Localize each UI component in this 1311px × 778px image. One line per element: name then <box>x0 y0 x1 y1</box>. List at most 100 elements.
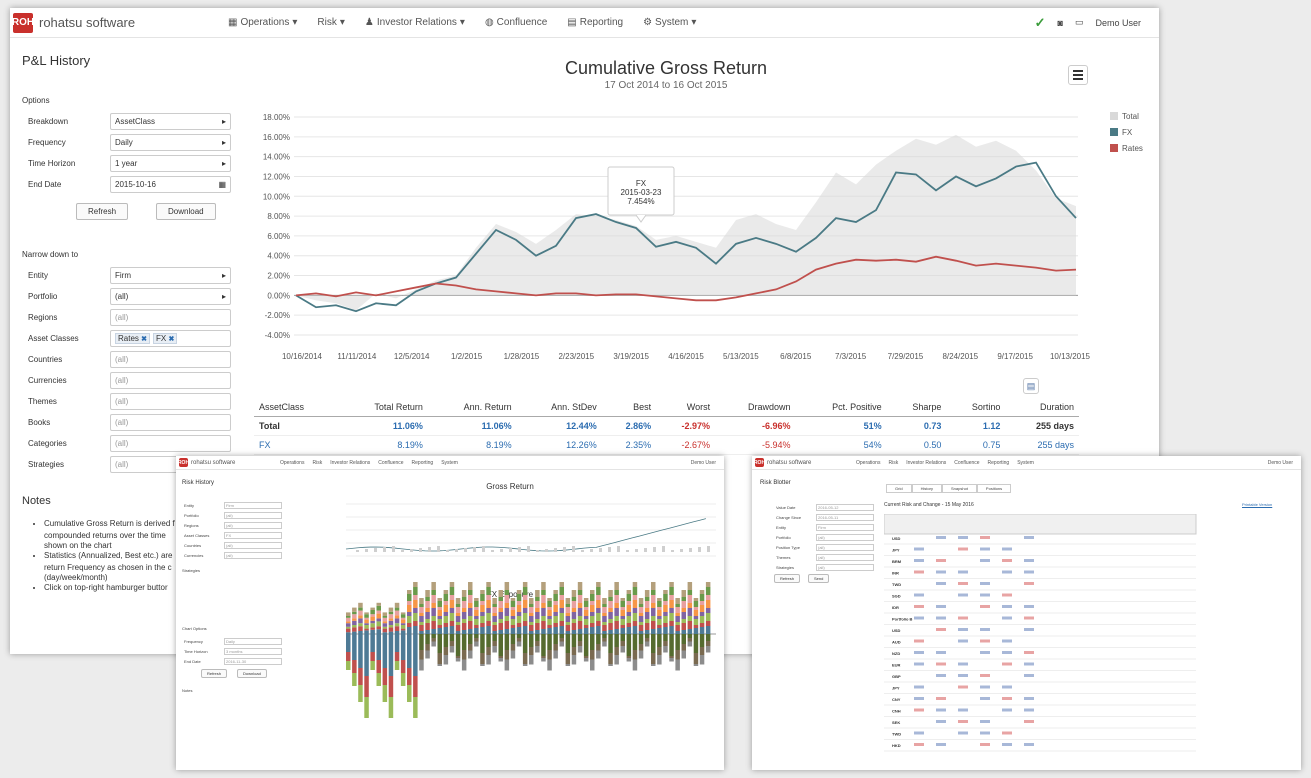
fx-exposure-bar <box>583 616 589 619</box>
currencies-input[interactable]: (all) <box>110 372 231 389</box>
risk-download-button[interactable]: Download <box>237 669 267 678</box>
portfolio-select[interactable]: (all) ▸ <box>110 288 231 305</box>
blotter-value-mark <box>1024 708 1034 712</box>
chart-option-input[interactable]: Daily <box>224 637 282 645</box>
camera-icon[interactable]: ◙ <box>1057 17 1063 28</box>
entity-select[interactable]: Firm ▸ <box>110 267 231 284</box>
nav-investor-relations[interactable]: ♟ Investor Relations ▾ <box>355 17 475 28</box>
blotter-form-input[interactable]: (all) <box>816 553 874 561</box>
risk-form-input[interactable]: Firm <box>224 501 282 509</box>
tab-history[interactable]: History <box>911 484 943 493</box>
brand[interactable]: ROH rohatsu software <box>12 12 218 33</box>
breakdown-select[interactable]: AssetClass ▸ <box>110 113 231 130</box>
nav-reporting[interactable]: ▤ Reporting <box>557 17 633 28</box>
printable-link[interactable]: Printable Version <box>1242 502 1273 507</box>
categories-input[interactable]: (all) <box>110 435 231 452</box>
fx-exposure-bar <box>699 616 705 623</box>
col-header[interactable]: Sortino <box>946 398 1006 417</box>
fx-exposure-bar <box>370 629 375 634</box>
nav-investor-relations[interactable]: Investor Relations <box>330 459 371 466</box>
user-menu[interactable]: Demo User <box>1267 459 1293 466</box>
nav-risk[interactable]: Risk ▾ <box>307 17 354 28</box>
nav-reporting[interactable]: Reporting <box>987 459 1010 466</box>
nav-system[interactable]: System <box>441 459 458 466</box>
col-header[interactable]: Drawdown <box>715 398 796 417</box>
nav-risk[interactable]: Risk <box>312 459 323 466</box>
fx-exposure-bar <box>492 613 497 616</box>
tag-fx[interactable]: FX ✖ <box>153 333 178 344</box>
col-header[interactable]: Best <box>601 398 657 417</box>
frequency-select[interactable]: Daily ▸ <box>110 134 231 151</box>
assetclasses-input[interactable]: Rates ✖ FX ✖ <box>110 330 231 347</box>
risk-form-input[interactable]: (all) <box>224 551 282 559</box>
risk-form-input[interactable]: (all) <box>224 521 282 529</box>
books-input[interactable]: (all) <box>110 414 231 431</box>
blotter-form-input[interactable]: 2016-05-11 <box>816 513 874 521</box>
user-menu[interactable]: Demo User <box>1095 17 1141 28</box>
col-header[interactable]: Duration <box>1005 398 1079 417</box>
horizon-select[interactable]: 1 year ▸ <box>110 155 231 172</box>
risk-form-input[interactable]: (all) <box>224 541 282 549</box>
themes-input[interactable]: (all) <box>110 393 231 410</box>
fx-exposure-bar <box>602 607 607 613</box>
nav-system[interactable]: ⚙ System ▾ <box>633 17 706 28</box>
fx-exposure-bar <box>651 582 656 590</box>
blotter-value-mark <box>914 605 924 608</box>
countries-input[interactable]: (all) <box>110 351 231 368</box>
blotter-form-input[interactable]: 2016-05-12 <box>816 503 874 511</box>
risk-refresh-button[interactable]: Refresh <box>201 669 228 678</box>
refresh-button[interactable]: Refresh <box>76 203 129 220</box>
blotter-form-input[interactable]: (all) <box>816 543 874 551</box>
export-button[interactable]: ▤ <box>1023 378 1039 394</box>
enddate-input[interactable]: 2015-10-16 ▦ <box>110 176 231 193</box>
chart-menu-button[interactable] <box>1068 65 1088 85</box>
user-menu[interactable]: Demo User <box>690 459 716 466</box>
col-header[interactable]: Sharpe <box>886 398 947 417</box>
chart-option-input[interactable]: 3 months <box>224 647 282 655</box>
fx-exposure-bar <box>644 608 650 612</box>
blotter-send-button[interactable]: Send <box>808 574 830 583</box>
risk-form-input[interactable]: (all) <box>224 511 282 519</box>
blotter-value-mark <box>958 639 968 643</box>
nav-operations[interactable]: ▦ Operations ▾ <box>218 17 307 28</box>
download-button[interactable]: Download <box>156 203 216 220</box>
nav-operations[interactable]: Operations <box>856 459 881 466</box>
tab-positions[interactable]: Positions <box>976 484 1012 493</box>
calendar-icon[interactable]: ▦ <box>218 180 226 189</box>
blotter-refresh-button[interactable]: Refresh <box>774 574 801 583</box>
window-icon[interactable]: ▭ <box>1074 17 1084 27</box>
nav-system[interactable]: System <box>1017 459 1034 466</box>
fx-exposure-bar <box>614 655 619 665</box>
gross-return-bar <box>563 547 566 552</box>
col-header[interactable]: Pct. Positive <box>795 398 887 417</box>
col-header[interactable]: AssetClass <box>254 398 339 417</box>
nav-investor-relations[interactable]: Investor Relations <box>906 459 947 466</box>
remove-icon[interactable]: ✖ <box>141 336 148 343</box>
tag-rates[interactable]: Rates ✖ <box>115 333 151 344</box>
gross-return-bar <box>572 546 575 552</box>
nav-confluence[interactable]: ◍ Confluence <box>475 17 557 28</box>
blotter-value-mark <box>1002 731 1012 735</box>
blotter-form-input[interactable]: (all) <box>816 533 874 541</box>
blotter-form-input[interactable]: (all) <box>816 563 874 571</box>
regions-input[interactable]: (all) <box>110 309 231 326</box>
chart-option-input[interactable]: 2016-11-30 <box>224 657 282 665</box>
tab-grid[interactable]: Grid <box>886 484 912 493</box>
col-header[interactable]: Total Return <box>338 398 428 417</box>
blotter-form-input[interactable]: Firm <box>816 523 874 531</box>
fx-exposure-bar <box>413 600 418 608</box>
risk-form-input[interactable]: FX <box>224 531 282 539</box>
nav-risk[interactable]: Risk <box>888 459 899 466</box>
nav-reporting[interactable]: Reporting <box>411 459 434 466</box>
tab-snapshot[interactable]: Snapshot <box>942 484 977 493</box>
nav-confluence[interactable]: Confluence <box>378 459 404 466</box>
col-header[interactable]: Ann. StDev <box>516 398 602 417</box>
remove-icon[interactable]: ✖ <box>168 336 175 343</box>
fx-exposure-bar <box>529 634 534 647</box>
col-header[interactable]: Worst <box>656 398 716 417</box>
fx-exposure-bar <box>461 630 467 634</box>
nav-confluence[interactable]: Confluence <box>954 459 980 466</box>
nav-operations[interactable]: Operations <box>280 459 305 466</box>
blotter-value-mark <box>936 559 946 562</box>
col-header[interactable]: Ann. Return <box>427 398 517 417</box>
